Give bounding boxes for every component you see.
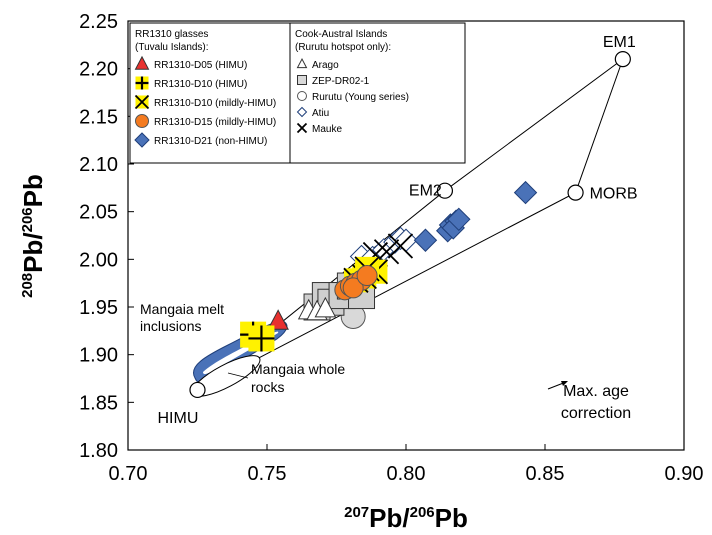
data-point [342,277,364,299]
legend-marker [135,76,149,90]
melt-inclusions-label: Mangaia melt [140,301,224,317]
x-axis-title-base2: Pb [435,503,468,533]
legend-label: Arago [312,60,339,71]
legend-marker [134,94,150,110]
legend-item: RR1310-D15 (mildly-HIMU) [135,114,276,128]
legend-title-line: (Rurutu hotspot only): [295,42,391,53]
legend-item: RR1310-D05 (HIMU) [134,55,247,71]
y-tick-label: 2.10 [79,154,118,176]
data-point [356,265,378,287]
y-axis-title-base: Pb/ [18,232,48,272]
y-tick-label: 2.00 [79,249,118,271]
series-rr1310-d21-non-himu- [413,180,538,252]
data-point [447,207,471,232]
legend-label: Rurutu (Young series) [312,92,409,103]
x-axis-title: 207Pb/206Pb [344,503,468,533]
y-tick-label: 1.85 [79,392,118,414]
tick-layer: 0.70 0.75 0.80 0.85 0.90 1.80 1.85 1.90 1.95 2.00… [79,11,703,485]
legend-layer: RR1310 glasses (Tuvalu Islands): RR1310-D0… [129,22,466,164]
legend-title-line: Cook-Austral Islands [295,29,387,40]
legend-item: RR1310-D21 (non-HIMU) [134,132,267,148]
legend-marker [296,57,308,69]
y-tick-label: 1.95 [79,297,118,319]
legend-item: Rurutu (Young series) [297,91,409,103]
legend-marker [297,75,307,85]
legend-label: RR1310-D05 (HIMU) [154,60,247,71]
legend-marker [297,91,307,101]
age-correction-label: Max. age [563,383,629,400]
legend-label: RR1310-D21 (non-HIMU) [154,136,267,147]
end-member-layer: EM1 EM2 MORB HIMU [158,34,638,427]
y-tick-label: 2.15 [79,106,118,128]
data-point [314,296,337,318]
legend-item: Arago [296,57,339,71]
legend-item: RR1310-D10 (HIMU) [135,76,247,90]
legend-marker [134,132,150,148]
end-member-point [189,381,206,399]
y-tick-label: 1.90 [79,345,118,367]
whole-rocks-label: rocks [251,379,284,395]
end-member-point [567,184,584,201]
x-axis-title-sup2: 206 [410,504,435,521]
data-point [248,325,275,352]
y-tick-label: 2.05 [79,202,118,224]
x-tick-label: 0.70 [109,463,148,485]
legend-marker [135,114,149,128]
legend-label: ZEP-DR02-1 [312,76,370,87]
x-tick-label: 0.85 [526,463,565,485]
series-rr1310-d10-himu- [240,321,275,352]
y-axis-title: 208Pb/206Pb [18,174,48,298]
end-member-label: MORB [590,186,638,203]
y-axis-title-base2: Pb [18,174,48,207]
legend-item: ZEP-DR02-1 [297,75,370,87]
y-tick-label: 1.80 [79,440,118,462]
legend-box [289,22,466,164]
whole-rocks-label: Mangaia whole [251,361,345,377]
legend-item: Mauke [296,122,342,135]
data-point [413,228,438,252]
x-axis-title-sup: 207 [344,504,369,521]
x-tick-label: 0.90 [665,463,704,485]
legend-box [129,22,291,164]
series-rr1310-d15-mildly-himu- [334,265,378,301]
legend-marker [296,122,308,134]
legend-marker [296,106,308,118]
series-rr1310-d05-himu- [267,309,289,330]
x-tick-label: 0.75 [248,463,287,485]
melt-inclusions-label: inclusions [140,318,201,334]
series-layer [240,180,538,352]
y-axis-title-sup2: 206 [19,207,36,232]
data-point [267,309,289,330]
y-axis-title-sup: 208 [19,273,36,298]
y-tick-label: 2.25 [79,11,118,33]
legend-item: RR1310-D10 (mildly-HIMU) [134,94,276,110]
end-member-point [614,51,631,68]
end-member-label: EM2 [409,183,442,200]
legend-label: Mauke [312,124,342,135]
legend-title-line: RR1310 glasses [135,29,208,40]
data-point [513,180,538,205]
end-member-label: HIMU [158,410,199,427]
legend-label: Atiu [312,108,329,119]
y-axis-title-group: 208Pb/206Pb [18,174,48,298]
x-tick-label: 0.80 [387,463,426,485]
legend-label: RR1310-D10 (HIMU) [154,79,247,90]
legend-marker [134,55,150,70]
legend-label: RR1310-D10 (mildly-HIMU) [154,98,276,109]
end-member-point [436,182,454,199]
end-member-label: EM1 [603,34,636,51]
legend-label: RR1310-D15 (mildly-HIMU) [154,117,276,128]
age-correction-arrowhead [561,381,568,386]
legend-item: Atiu [296,106,329,119]
series-arago [297,296,337,321]
whole-rocks-leader [227,372,249,379]
legend-title-line: (Tuvalu Islands): [135,42,209,53]
data-point [387,233,414,259]
age-correction-label: correction [561,405,631,422]
y-tick-label: 2.20 [79,59,118,81]
x-axis-title-base: Pb/ [369,503,409,533]
